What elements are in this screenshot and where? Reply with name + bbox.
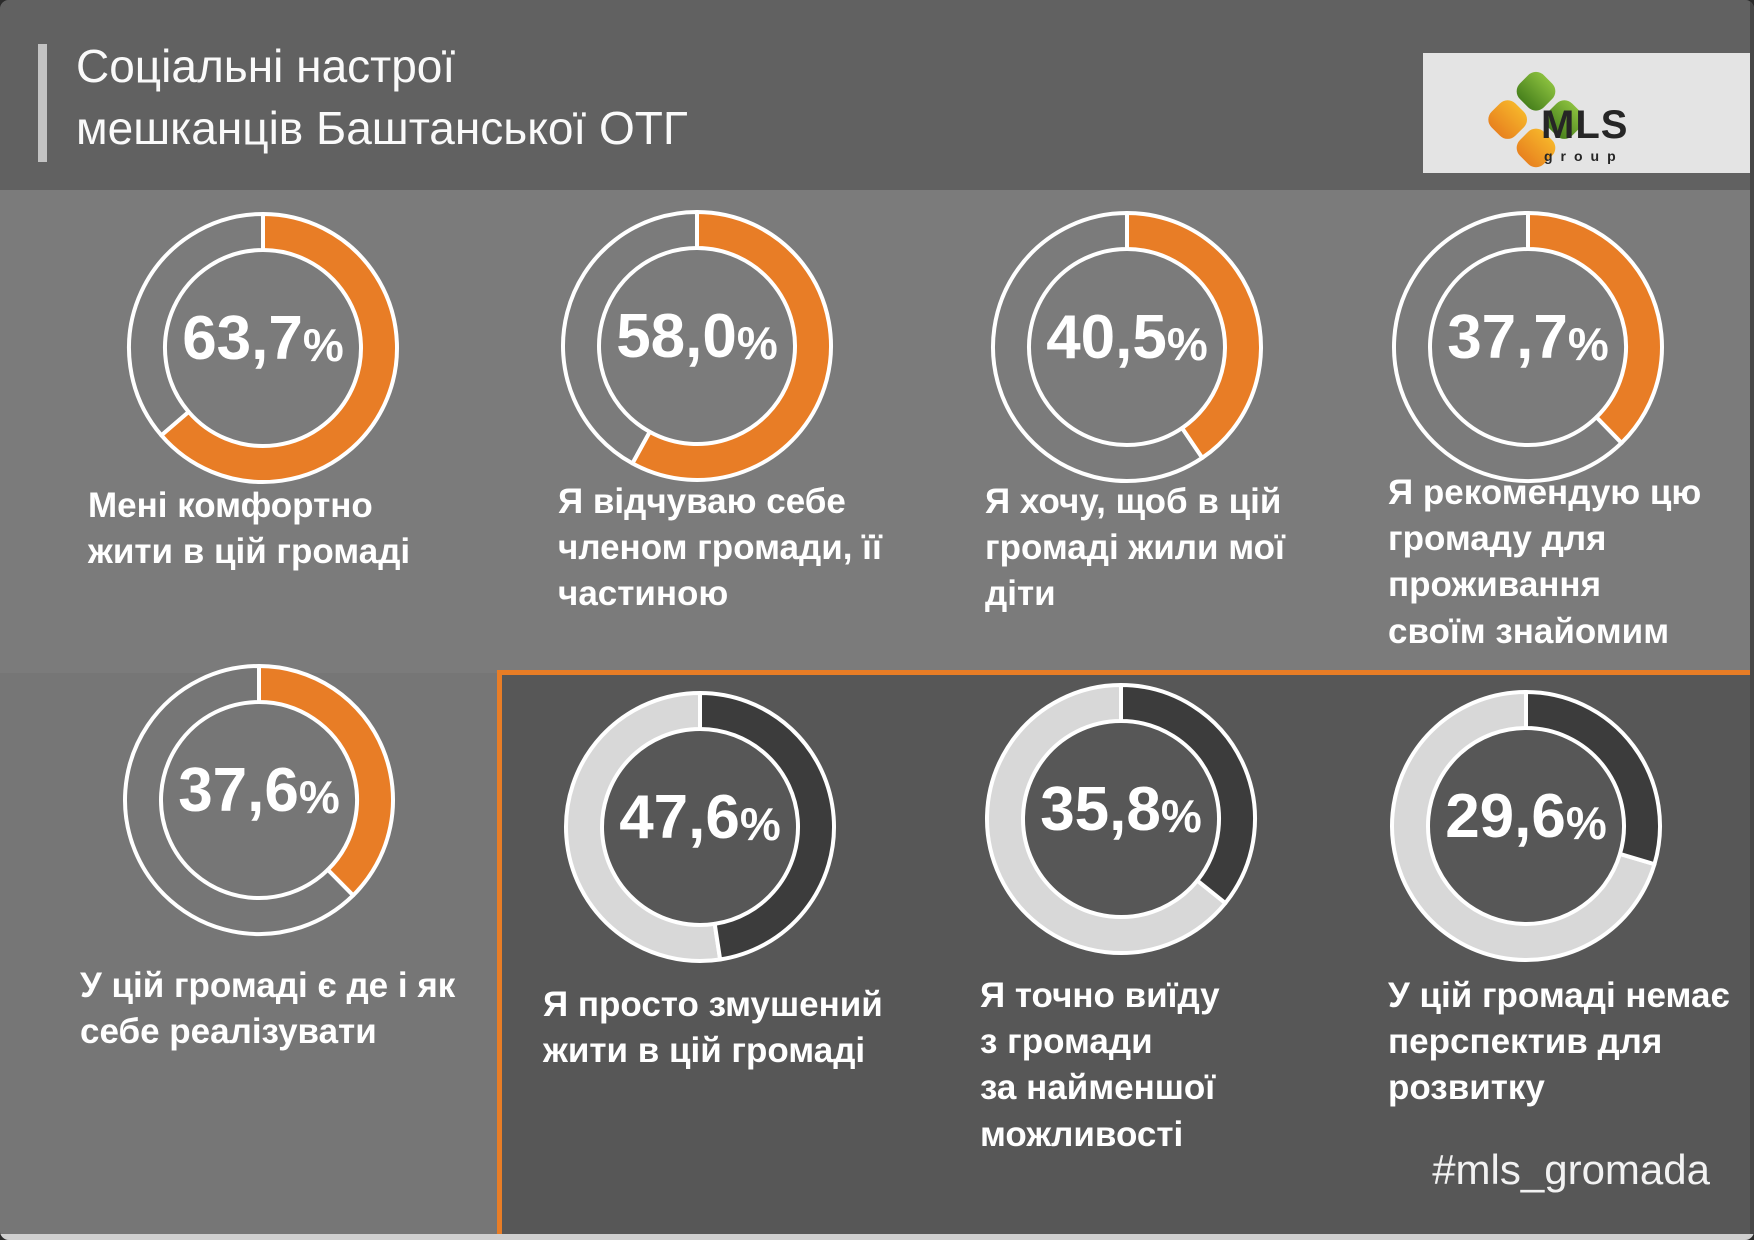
donut-ring (1386, 686, 1666, 966)
chart-caption: Мені комфортно жити в цій громаді (88, 486, 411, 572)
donut-chart-comfortable-living: 63,7% (123, 208, 403, 488)
donut-chart-will-leave: 35,8% (981, 679, 1261, 959)
logo-box: MLS group (1423, 53, 1751, 173)
chart-caption: У цій громаді є де і як себе реалізувати (80, 966, 456, 1052)
donut-ring (981, 679, 1261, 959)
donut-ring (987, 207, 1267, 487)
donut-ring (560, 687, 840, 967)
donut-value: 40,5% (1046, 302, 1208, 372)
donut-chart-community-member: 58,0% (557, 206, 837, 486)
chart-caption: Я хочу, щоб в цій громаді жили мої діти (985, 482, 1285, 614)
chart-caption: У цій громаді немає перспектив для розви… (1388, 976, 1730, 1108)
logo-subtext: group (1544, 148, 1624, 164)
donut-ring (119, 660, 399, 940)
donut-ring (123, 208, 403, 488)
page-title-line2: мешканців Баштанської ОТГ (76, 101, 688, 154)
donut-chart-forced-to-live: 47,6% (560, 687, 840, 967)
donut-value: 37,6% (178, 755, 340, 825)
bottom-left-panel (0, 673, 497, 1234)
mls-logo-icon (1488, 71, 1584, 168)
donut-ring (557, 206, 837, 486)
title-accent-bar (38, 44, 47, 162)
donut-chart-self-realization: 37,6% (119, 660, 399, 940)
logo-text: MLS (1541, 103, 1629, 147)
slide-bottom-strip (0, 1234, 1754, 1240)
chart-caption: Я точно виїду з громади за найменшої мож… (980, 976, 1220, 1154)
donut-chart-children-live-here: 40,5% (987, 207, 1267, 487)
slide-right-edge (1750, 0, 1754, 1234)
donut-value: 47,6% (619, 782, 781, 852)
page-title-line1: Соціальні настрої (76, 40, 456, 92)
donut-chart-recommend-community: 37,7% (1388, 207, 1668, 487)
chart-caption: Я рекомендую цю громаду для проживання с… (1388, 473, 1702, 651)
donut-value: 58,0% (616, 301, 778, 371)
donut-value: 35,8% (1040, 774, 1202, 844)
donut-value: 63,7% (182, 303, 344, 373)
chart-caption: Я просто змушений жити в цій громаді (543, 985, 883, 1071)
chart-caption: Я відчуваю себе членом громади, її части… (558, 482, 882, 614)
donut-chart-no-prospects: 29,6% (1386, 686, 1666, 966)
donut-ring (1388, 207, 1668, 487)
page-title: Соціальні настрої мешканців Баштанської … (76, 36, 688, 159)
hashtag: #mls_gromada (1432, 1146, 1710, 1193)
donut-value: 37,7% (1447, 302, 1609, 372)
donut-value: 29,6% (1445, 781, 1607, 851)
